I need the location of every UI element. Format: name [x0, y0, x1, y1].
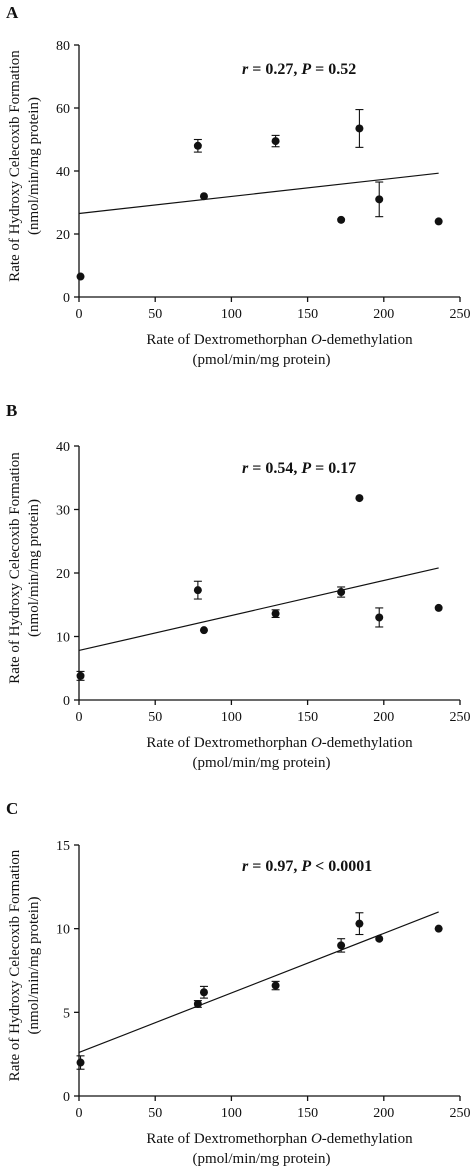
x-axis-units: (pmol/min/mg protein) [193, 755, 331, 771]
x-tick-label: 100 [221, 1106, 242, 1121]
y-tick-label: 0 [63, 694, 70, 709]
panel-label: B [6, 401, 17, 420]
x-axis-label: Rate of Dextromethorphan O-demethylation [146, 735, 413, 751]
x-axis-label: Rate of Dextromethorphan O-demethylation [146, 332, 413, 348]
data-point [337, 941, 346, 950]
y-tick-label: 10 [56, 631, 70, 646]
x-tick-label: 50 [148, 710, 162, 725]
data-point [434, 217, 443, 226]
y-tick-label: 30 [56, 504, 70, 519]
x-tick-label: 100 [221, 710, 242, 725]
data-point [355, 124, 364, 133]
y-tick-label: 40 [56, 440, 70, 455]
y-axis-label: Rate of Hydroxy Celecoxib Formation [7, 452, 23, 684]
x-tick-label: 0 [76, 1106, 83, 1121]
data-point [199, 988, 208, 997]
correlation-annotation: r = 0.27, P = 0.52 [242, 61, 356, 78]
x-tick-label: 50 [148, 307, 162, 322]
x-tick-label: 50 [148, 1106, 162, 1121]
regression-line [78, 567, 439, 652]
x-tick-label: 200 [373, 710, 394, 725]
correlation-annotation: r = 0.97, P < 0.0001 [242, 858, 372, 875]
correlation-annotation: r = 0.54, P = 0.17 [242, 460, 356, 477]
x-axis-units: (pmol/min/mg protein) [193, 1151, 331, 1167]
y-tick-label: 0 [63, 1090, 70, 1105]
x-tick-label: 250 [450, 710, 471, 725]
data-point [199, 192, 208, 201]
data-point [199, 626, 208, 635]
data-point [355, 919, 364, 928]
panel-label: C [6, 799, 18, 818]
y-axis-units: (nmol/min/mg protein) [26, 897, 42, 1035]
data-point [434, 924, 443, 933]
chart-panel-c: C 0 50 100 150 200 250 0 5 10 15 Rate of Dextrometh… [6, 799, 471, 1167]
y-axis-units: (nmol/min/mg protein) [26, 97, 42, 235]
x-tick-label: 250 [450, 307, 471, 322]
x-tick-label: 100 [221, 307, 242, 322]
data-point [271, 981, 280, 990]
y-tick-label: 5 [63, 1006, 70, 1021]
regression-line [78, 172, 439, 215]
data-point [193, 999, 202, 1008]
y-tick-label: 40 [56, 165, 70, 180]
y-axis-label: Rate of Hydroxy Celecoxib Formation [7, 50, 23, 282]
y-axis-label: Rate of Hydroxy Celecoxib Formation [7, 849, 23, 1081]
y-tick-label: 10 [56, 923, 70, 938]
y-tick-label: 20 [56, 567, 70, 582]
y-tick-label: 15 [56, 839, 70, 854]
x-tick-label: 150 [297, 710, 318, 725]
chart-panel-a: A 0 50 100 150 200 250 0 20 40 60 80 Rate of Dextrom… [6, 3, 471, 368]
y-tick-label: 60 [56, 102, 70, 117]
y-tick-label: 80 [56, 39, 70, 54]
x-tick-label: 150 [297, 307, 318, 322]
x-axis-label: Rate of Dextromethorphan O-demethylation [146, 1131, 413, 1147]
chart-panel-b: B 0 50 100 150 200 250 0 10 20 30 40 Rate of Dextrom… [6, 401, 471, 771]
data-point [271, 137, 280, 146]
data-point [76, 1058, 85, 1067]
data-point [434, 603, 443, 612]
y-axis-units: (nmol/min/mg protein) [26, 499, 42, 637]
regression-line [78, 911, 439, 1054]
data-point [375, 934, 384, 943]
x-tick-label: 150 [297, 1106, 318, 1121]
data-point [337, 588, 346, 597]
y-tick-label: 20 [56, 228, 70, 243]
data-point [355, 494, 364, 503]
x-tick-label: 0 [76, 307, 83, 322]
panel-label: A [6, 3, 19, 22]
data-point [375, 613, 384, 622]
data-point [76, 671, 85, 680]
data-point [337, 215, 346, 224]
x-tick-label: 0 [76, 710, 83, 725]
data-point [193, 141, 202, 150]
x-tick-label: 250 [450, 1106, 471, 1121]
data-point [375, 195, 384, 204]
x-axis-units: (pmol/min/mg protein) [193, 352, 331, 368]
data-point [193, 586, 202, 595]
x-tick-label: 200 [373, 1106, 394, 1121]
data-point [76, 272, 85, 281]
data-point [271, 609, 280, 618]
x-tick-label: 200 [373, 307, 394, 322]
y-tick-label: 0 [63, 291, 70, 306]
